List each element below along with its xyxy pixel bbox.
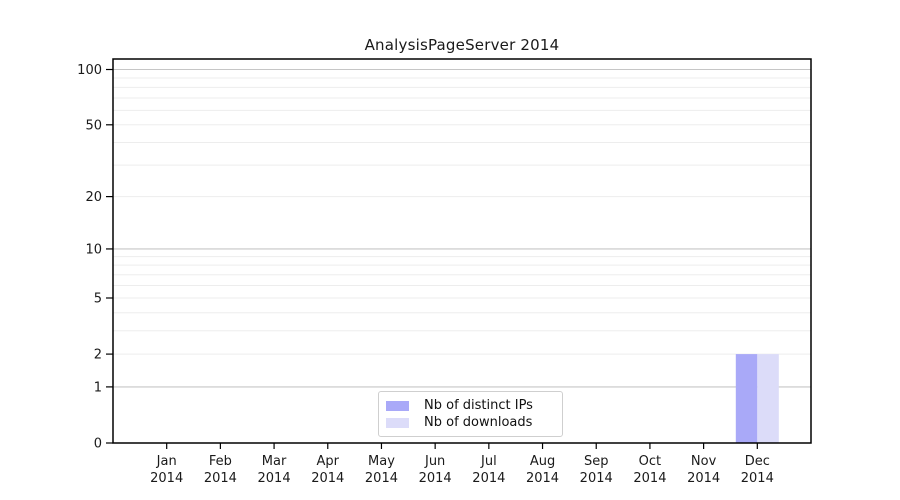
x-tick-label-year: 2014 — [365, 471, 398, 486]
x-tick-label-month: Feb — [209, 454, 232, 469]
y-tick-label: 20 — [85, 190, 102, 205]
x-tick-label-year: 2014 — [204, 471, 237, 486]
x-tick-label-year: 2014 — [526, 471, 559, 486]
x-tick-label-month: Dec — [745, 454, 770, 469]
y-tick-label: 100 — [77, 63, 102, 78]
y-tick-label: 1 — [94, 380, 102, 395]
x-tick-label-month: Aug — [530, 454, 555, 469]
y-axis: 0 1 2 5 10 20 50 100 — [77, 63, 113, 452]
legend-swatch-distinct-ips-icon — [386, 400, 409, 411]
x-tick-label-month: Apr — [317, 454, 340, 469]
x-tick-label-month: May — [368, 454, 395, 469]
y-tick-label: 0 — [94, 437, 102, 452]
bar-dec-downloads — [757, 354, 779, 443]
x-tick-label-month: Oct — [639, 454, 661, 469]
y-tick-label: 5 — [94, 291, 102, 306]
bar-dec-distinct-ips — [735, 354, 758, 443]
x-tick-label-month: Sep — [584, 454, 609, 469]
x-tick-label-year: 2014 — [580, 471, 613, 486]
legend: Nb of distinct IPs Nb of downloads — [378, 391, 563, 437]
gridlines — [113, 68, 811, 388]
legend-label-downloads: Nb of downloads — [424, 415, 533, 430]
chart-title: AnalysisPageServer 2014 — [364, 36, 560, 54]
x-tick-label-year: 2014 — [150, 471, 183, 486]
legend-item-distinct-ips: Nb of distinct IPs — [386, 397, 554, 414]
x-tick-label-month: Nov — [691, 454, 717, 469]
x-tick-label-year: 2014 — [472, 471, 505, 486]
legend-item-downloads: Nb of downloads — [386, 414, 554, 431]
x-tick-label-year: 2014 — [687, 471, 720, 486]
x-axis: Jan 2014 Feb 2014 Mar 2014 Apr 2014 May 2014 Jun 20… — [150, 443, 774, 486]
x-tick-label-month: Jan — [156, 454, 177, 469]
y-tick-label: 2 — [94, 348, 102, 363]
legend-label-distinct-ips: Nb of distinct IPs — [424, 398, 533, 413]
x-tick-label-year: 2014 — [258, 471, 291, 486]
x-tick-label-year: 2014 — [741, 471, 774, 486]
x-tick-label-month: Mar — [262, 454, 287, 469]
y-tick-label: 50 — [85, 118, 102, 133]
y-tick-label: 10 — [85, 242, 102, 257]
x-tick-label-month: Jul — [480, 454, 497, 469]
plot-box — [112, 58, 812, 444]
x-tick-label-year: 2014 — [419, 471, 452, 486]
x-tick-label-year: 2014 — [311, 471, 344, 486]
bars — [735, 354, 779, 443]
legend-swatch-downloads-icon — [386, 417, 409, 428]
x-tick-label-month: Jun — [424, 454, 445, 469]
x-tick-label-year: 2014 — [633, 471, 666, 486]
